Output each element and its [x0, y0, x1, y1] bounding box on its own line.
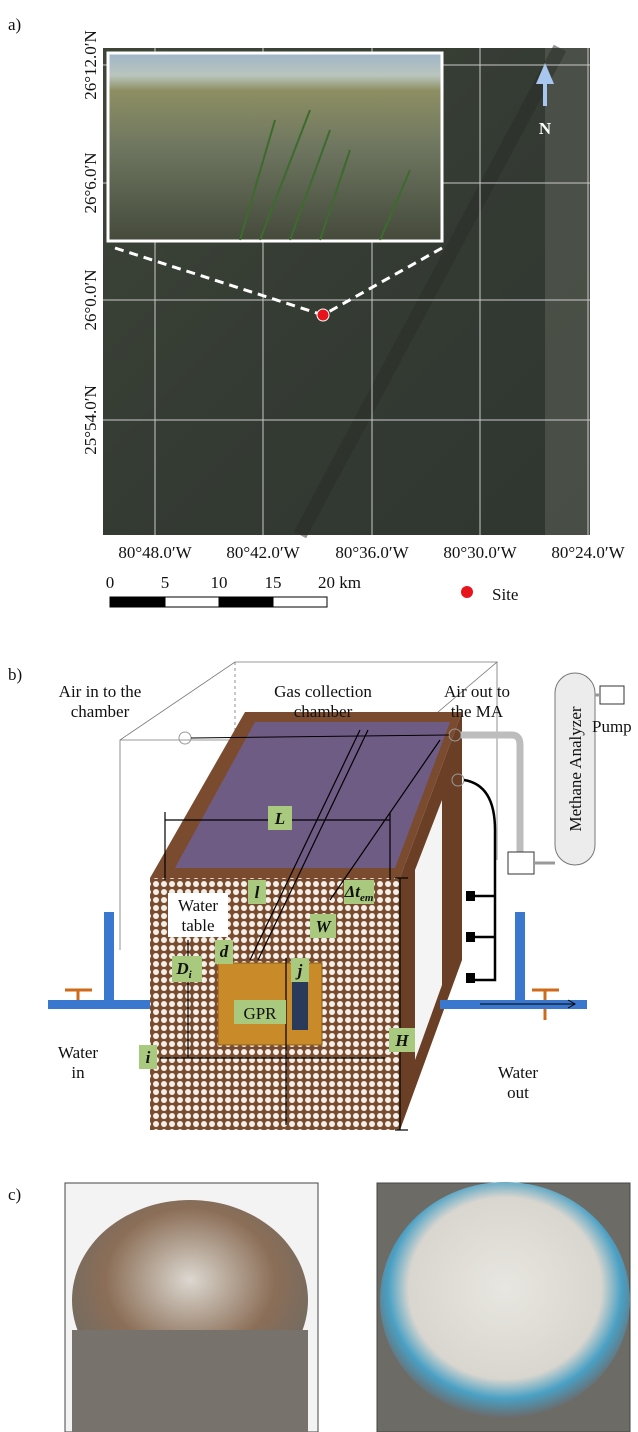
- lon-label: 80°42.0′W: [226, 543, 300, 562]
- site-marker: [317, 309, 329, 321]
- sensor: [466, 932, 475, 942]
- pump-label: Pump: [592, 717, 632, 736]
- north-label: N: [539, 119, 552, 138]
- water-in-label: Water: [58, 1043, 98, 1062]
- figure: a) N 26°12.0′N 26°6.0′N 26°0.0′N 25°54.0…: [0, 0, 638, 1432]
- chamber-label: chamber: [294, 702, 353, 721]
- scale-label: 15: [265, 573, 282, 592]
- dim-label: d: [220, 942, 229, 961]
- chamber-label: Gas collection: [274, 682, 372, 701]
- sensor: [466, 891, 475, 901]
- dim-label: H: [394, 1031, 409, 1050]
- sensor-cables: [464, 780, 495, 980]
- lon-label: 80°30.0′W: [443, 543, 517, 562]
- water-out-label: Water: [498, 1063, 538, 1082]
- scale-label: 0: [106, 573, 115, 592]
- lon-label: 80°24.0′W: [551, 543, 625, 562]
- peat-sample-side: [72, 1330, 308, 1432]
- dim-label: l: [255, 883, 260, 902]
- panel-label: a): [8, 15, 21, 34]
- legend-marker: [461, 586, 473, 598]
- dim-label: L: [274, 809, 285, 828]
- lat-label: 26°6.0′N: [81, 152, 100, 213]
- air-out-label: the MA: [451, 702, 504, 721]
- dim-label: W: [315, 917, 332, 936]
- lat-label: 26°0.0′N: [81, 269, 100, 330]
- lon-label: 80°48.0′W: [118, 543, 192, 562]
- lon-label: 80°36.0′W: [335, 543, 409, 562]
- water-table-label: Water: [178, 896, 218, 915]
- urban-area: [545, 48, 590, 535]
- lat-label: 25°54.0′N: [81, 385, 100, 455]
- lat-label: 26°12.0′N: [81, 30, 100, 100]
- water-in-label: in: [71, 1063, 85, 1082]
- water-table-label: table: [181, 916, 214, 935]
- pump-body: [600, 686, 624, 704]
- panel-label: b): [8, 665, 22, 684]
- sensor: [466, 973, 475, 983]
- scale-bar: [110, 597, 327, 607]
- bowl-sample-photo: [380, 1182, 630, 1418]
- air-out-label: Air out to: [444, 682, 510, 701]
- air-in-label: Air in to the: [59, 682, 142, 701]
- scale-label: 10: [211, 573, 228, 592]
- scale-label: 5: [161, 573, 170, 592]
- tube-connector: [508, 852, 534, 874]
- legend-label: Site: [492, 585, 518, 604]
- scale-label: 20 km: [318, 573, 361, 592]
- dim-label: i: [146, 1048, 151, 1067]
- water-out-label: out: [507, 1083, 529, 1102]
- air-in-label: chamber: [71, 702, 130, 721]
- gpr-label: GPR: [243, 1004, 277, 1023]
- panel-label: c): [8, 1185, 21, 1204]
- analyzer-label: Methane Analyzer: [566, 706, 585, 831]
- gas-tube: [461, 735, 520, 852]
